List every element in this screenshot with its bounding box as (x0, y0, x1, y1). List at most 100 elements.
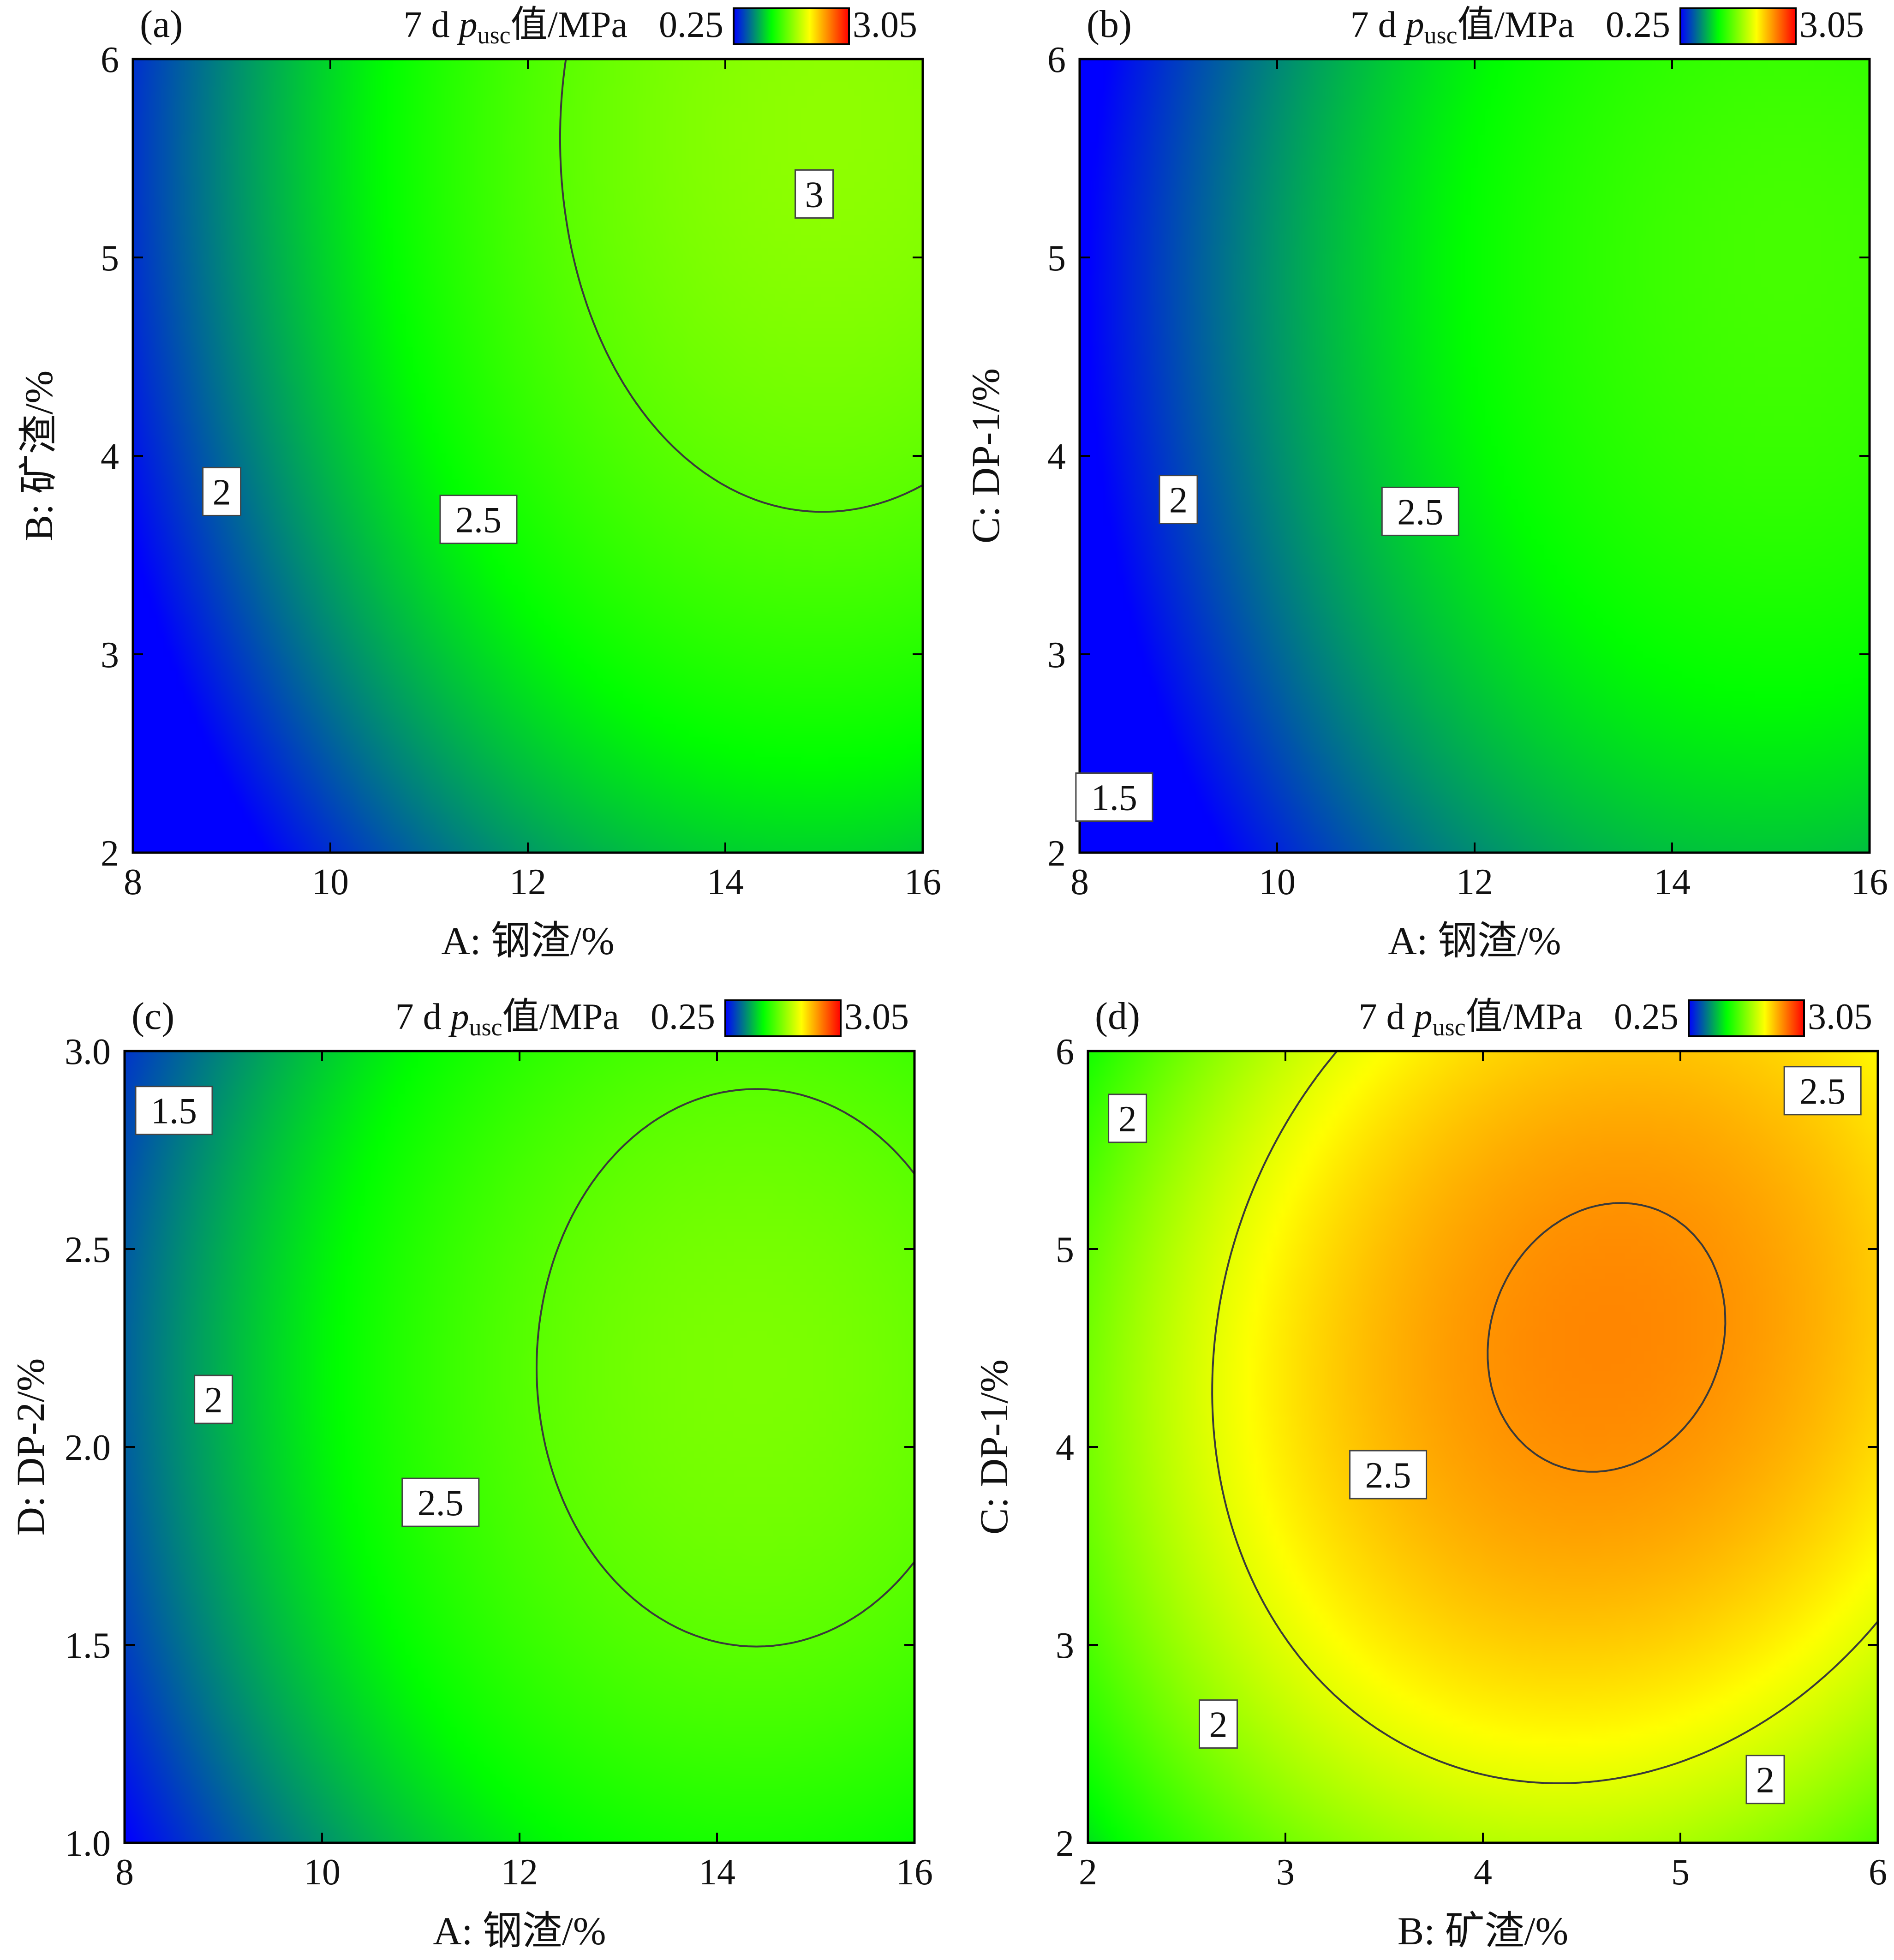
colorbar-title: 7 d pusc值/MPa (1359, 997, 1583, 1041)
panel-label: (a) (140, 3, 183, 46)
x-tick-label: 16 (896, 1852, 933, 1893)
x-tick-label: 4 (1474, 1852, 1492, 1893)
panel-b: 8 10 12 14 16 2 3 4 5 6 A: 钢渣/% C: DP-1/% (b) 7 d pus… (963, 3, 1888, 963)
contour-label: 2.5 (1381, 486, 1459, 536)
y-tick-label: 2.0 (65, 1428, 111, 1468)
panel-d: 2 3 4 5 6 2 3 4 5 6 B: 矿渣/% C: DP-1/% (d) 7 d pusc值/M… (972, 995, 1887, 1953)
x-tick-label: 2 (1079, 1852, 1097, 1893)
contour-label-text: 1.5 (1091, 778, 1137, 819)
contour-label: 2.5 (401, 1477, 480, 1527)
contour-label-box (1108, 1094, 1147, 1143)
y-tick-label: 5 (1047, 238, 1066, 279)
contour-label-box (135, 1086, 213, 1135)
colorbar-min-label: 0.25 (651, 997, 715, 1037)
panels: 8 10 12 14 16 2 3 4 5 6 A: 钢渣/% B: 矿渣/% (a) 7 d pusc值… (8, 3, 1888, 1953)
contour-label-text: 2 (213, 472, 231, 513)
contour-label-text: 2 (1756, 1760, 1775, 1801)
contour-label-text: 2 (204, 1380, 223, 1421)
y-tick-label: 3 (1047, 635, 1066, 675)
x-tick-label: 5 (1671, 1852, 1690, 1893)
x-tick-label: 12 (1456, 862, 1493, 902)
contour-label: 2.5 (1783, 1066, 1862, 1116)
colorbar-max-label: 3.05 (1799, 5, 1864, 45)
contour-label-box (439, 495, 518, 544)
panel-label: (b) (1087, 3, 1132, 46)
colorbar-gradient (724, 999, 842, 1037)
y-tick-label: 6 (1056, 1032, 1074, 1072)
y-tick-label: 2 (1047, 833, 1066, 874)
y-tick-label: 3 (101, 635, 119, 675)
contour-label: 2 (1159, 475, 1198, 525)
colorbar-max-label: 3.05 (844, 997, 909, 1037)
contour-label: 1.5 (135, 1086, 213, 1135)
y-tick-label: 4 (1047, 436, 1066, 477)
colorbar-title: 7 d pusc值/MPa (395, 997, 619, 1041)
y-tick-label: 4 (101, 436, 119, 477)
contour-label: 2 (1198, 1699, 1238, 1749)
colorbar-gradient (733, 7, 850, 45)
x-tick-label: 14 (707, 862, 744, 902)
contour-label: 2 (202, 466, 242, 516)
contour-line-1.5 (559, 59, 923, 513)
panel-label: (d) (1095, 995, 1140, 1038)
x-axis-title: A: 钢渣/% (433, 1909, 606, 1953)
y-tick-label: 1.5 (65, 1625, 111, 1666)
contour-label-box (1159, 475, 1198, 525)
contour-label-text: 2 (1118, 1099, 1137, 1140)
x-tick-label: 16 (1851, 862, 1888, 902)
contour-label: 2 (194, 1374, 233, 1424)
contour-label-box (1783, 1066, 1862, 1116)
y-tick-label: 2.5 (65, 1230, 111, 1270)
x-axis-title: B: 矿渣/% (1398, 1909, 1568, 1953)
contour-label: 3 (795, 169, 834, 219)
x-tick-label: 12 (509, 862, 546, 902)
contour-label-text: 2 (1169, 480, 1188, 521)
y-tick-label: 5 (101, 238, 119, 279)
contour-label-box (194, 1374, 233, 1424)
colorbar-gradient (1679, 7, 1797, 45)
x-axis-title: A: 钢渣/% (1388, 919, 1561, 963)
y-tick-label: 3 (1056, 1625, 1074, 1666)
x-tick-label: 14 (1654, 862, 1691, 902)
contour-label-text: 2.5 (1799, 1071, 1846, 1112)
x-tick-label: 8 (115, 1852, 134, 1893)
y-axis-title: C: DP-1/% (972, 1359, 1016, 1535)
x-axis-title: A: 钢渣/% (441, 919, 614, 963)
colorbar-gradient (1688, 999, 1805, 1037)
colorbar-min-label: 0.25 (1606, 5, 1670, 45)
contour-label-box (1349, 1450, 1428, 1500)
contour-label-text: 3 (805, 174, 824, 215)
colorbar-title: 7 d pusc值/MPa (1350, 5, 1574, 49)
panel-label: (c) (131, 995, 174, 1038)
contour-label-box (202, 466, 242, 516)
y-axis-title: D: DP-2/% (8, 1358, 53, 1536)
contour-label-text: 1.5 (151, 1091, 197, 1132)
contour-label-box (1745, 1755, 1785, 1805)
contour-label-box (795, 169, 834, 219)
contour-label-text: 2.5 (1365, 1455, 1411, 1496)
x-tick-label: 10 (312, 862, 349, 902)
y-tick-label: 4 (1056, 1428, 1074, 1468)
contour-label-box (1198, 1699, 1238, 1749)
heatmap-field (1080, 59, 1870, 853)
x-tick-label: 3 (1276, 1852, 1295, 1893)
contour-label-text: 2 (1209, 1705, 1227, 1745)
colorbar-min-label: 0.25 (1614, 997, 1679, 1037)
y-axis-title: C: DP-1/% (963, 368, 1008, 544)
x-tick-label: 8 (124, 862, 142, 902)
x-tick-label: 10 (1259, 862, 1296, 902)
x-tick-label: 6 (1869, 1852, 1887, 1893)
contour-label: 2 (1108, 1094, 1147, 1143)
x-tick-label: 14 (699, 1852, 735, 1893)
contour-label: 2.5 (439, 495, 518, 544)
y-tick-label: 6 (101, 40, 119, 80)
contour-label: 2.5 (1349, 1450, 1428, 1500)
contour-label-text: 2.5 (418, 1483, 464, 1524)
y-tick-label: 5 (1056, 1230, 1074, 1270)
x-tick-label: 16 (904, 862, 941, 902)
y-tick-label: 2 (1056, 1823, 1074, 1864)
y-axis-title: B: 矿渣/% (17, 370, 61, 541)
contour-label-box (1381, 486, 1459, 536)
heatmap-field (125, 1051, 914, 1843)
